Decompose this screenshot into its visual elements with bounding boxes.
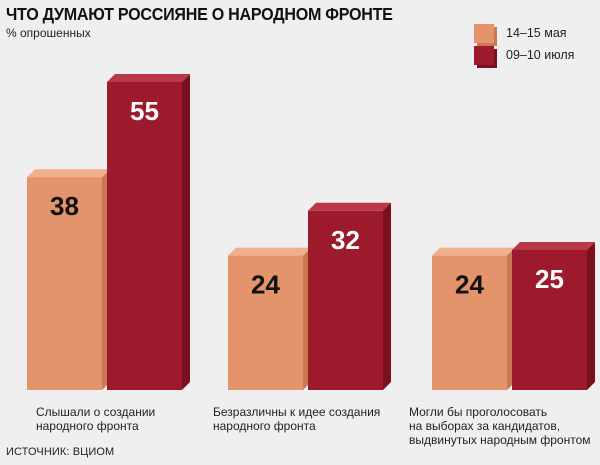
category-label-line: Слышали о создании: [36, 405, 156, 419]
category-label-line: народного фронта: [36, 419, 139, 433]
legend-label-may: 14–15 мая: [506, 26, 567, 40]
category-label-heard: Слышали о создании народного фронта: [36, 405, 155, 433]
category-label-indifferent: Безразличны к идее создания народного фр…: [213, 405, 380, 433]
legend-item-may: 14–15 мая: [474, 24, 600, 44]
bar-front-face: [228, 255, 303, 390]
bar-top-face: [27, 169, 110, 178]
legend-swatch-may: [474, 24, 494, 43]
category-label-vote: Могли бы проголосовать на выборах за кан…: [409, 405, 591, 447]
bar-value-label: 24: [455, 270, 484, 300]
bar-top-face: [308, 202, 391, 211]
bar-front-face: [27, 177, 102, 390]
bar-value-label: 38: [50, 191, 79, 221]
category-label-line: Безразличны к идее создания: [213, 405, 381, 419]
bar-front-face: [308, 210, 383, 390]
bar-top-face: [228, 247, 311, 256]
legend-item-july: 09–10 июля: [474, 46, 600, 66]
bar-value-label: 32: [331, 225, 360, 255]
source-note: ИСТОЧНИК: ВЦИОМ: [6, 446, 115, 458]
bar-value-label: 55: [130, 96, 159, 126]
category-label-line: выдвинутых народным фронтом: [409, 433, 591, 447]
legend-swatch-july: [474, 46, 494, 65]
category-label-line: народного фронта: [213, 419, 316, 433]
bar-value-label: 24: [251, 270, 280, 300]
bar: [228, 247, 311, 390]
bar-front-face: [512, 250, 587, 390]
bar: [107, 74, 190, 390]
category-label-line: Могли бы проголосовать: [409, 405, 548, 419]
category-label-line: на выборах за кандидатов,: [409, 419, 561, 433]
bar: [308, 202, 391, 390]
bar-top-face: [107, 74, 190, 82]
bar-side-face: [182, 74, 190, 390]
bar-value-label: 25: [535, 264, 564, 294]
bar-front-face: [107, 82, 182, 390]
legend-label-july: 09–10 июля: [506, 48, 575, 62]
chart-title: ЧТО ДУМАЮТ РОССИЯНЕ О НАРОДНОМ ФРОНТЕ: [6, 4, 393, 24]
bar-side-face: [383, 202, 391, 390]
bar-top-face: [432, 247, 515, 256]
bar-front-face: [432, 255, 507, 390]
bar-top-face: [512, 242, 595, 250]
bar: [432, 247, 515, 390]
bar-side-face: [587, 242, 595, 390]
chart-subtitle: % опрошенных: [6, 26, 91, 40]
bar: [512, 242, 595, 390]
